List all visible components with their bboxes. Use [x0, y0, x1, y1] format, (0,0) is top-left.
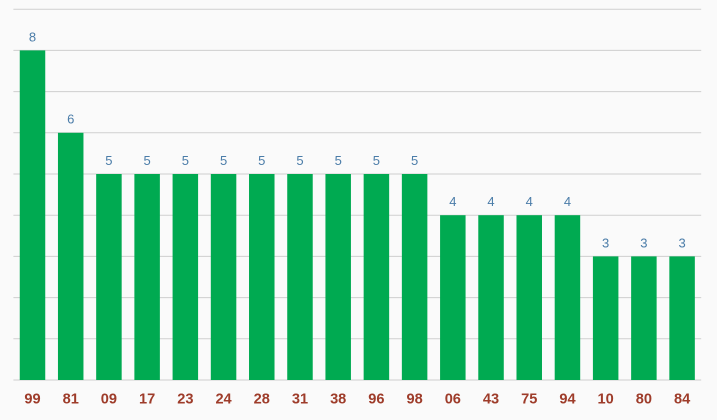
svg-text:38: 38 [330, 391, 346, 407]
svg-text:96: 96 [368, 391, 384, 407]
svg-text:81: 81 [63, 391, 79, 407]
svg-text:06: 06 [445, 391, 461, 407]
svg-text:4: 4 [487, 194, 494, 209]
svg-text:8: 8 [29, 29, 36, 44]
svg-text:5: 5 [220, 153, 227, 168]
svg-text:5: 5 [335, 153, 342, 168]
svg-text:3: 3 [602, 235, 609, 250]
svg-text:31: 31 [292, 391, 308, 407]
svg-text:09: 09 [101, 391, 117, 407]
svg-text:4: 4 [449, 194, 456, 209]
svg-text:23: 23 [177, 391, 193, 407]
svg-text:24: 24 [215, 391, 232, 407]
svg-text:4: 4 [526, 194, 533, 209]
svg-text:5: 5 [411, 153, 418, 168]
svg-text:10: 10 [598, 391, 614, 407]
svg-text:5: 5 [373, 153, 380, 168]
svg-text:4: 4 [564, 194, 571, 209]
svg-text:17: 17 [139, 391, 155, 407]
svg-text:5: 5 [182, 153, 189, 168]
svg-text:94: 94 [559, 391, 576, 407]
svg-text:5: 5 [105, 153, 112, 168]
svg-text:43: 43 [483, 391, 499, 407]
svg-text:5: 5 [144, 153, 151, 168]
svg-text:5: 5 [258, 153, 265, 168]
svg-text:98: 98 [406, 391, 422, 407]
svg-text:5: 5 [296, 153, 303, 168]
svg-text:28: 28 [254, 391, 270, 407]
svg-text:3: 3 [678, 235, 685, 250]
svg-text:3: 3 [640, 235, 647, 250]
svg-text:99: 99 [24, 391, 40, 407]
svg-text:75: 75 [521, 391, 537, 407]
svg-text:80: 80 [636, 391, 652, 407]
svg-text:84: 84 [674, 391, 691, 407]
svg-text:6: 6 [67, 112, 74, 127]
